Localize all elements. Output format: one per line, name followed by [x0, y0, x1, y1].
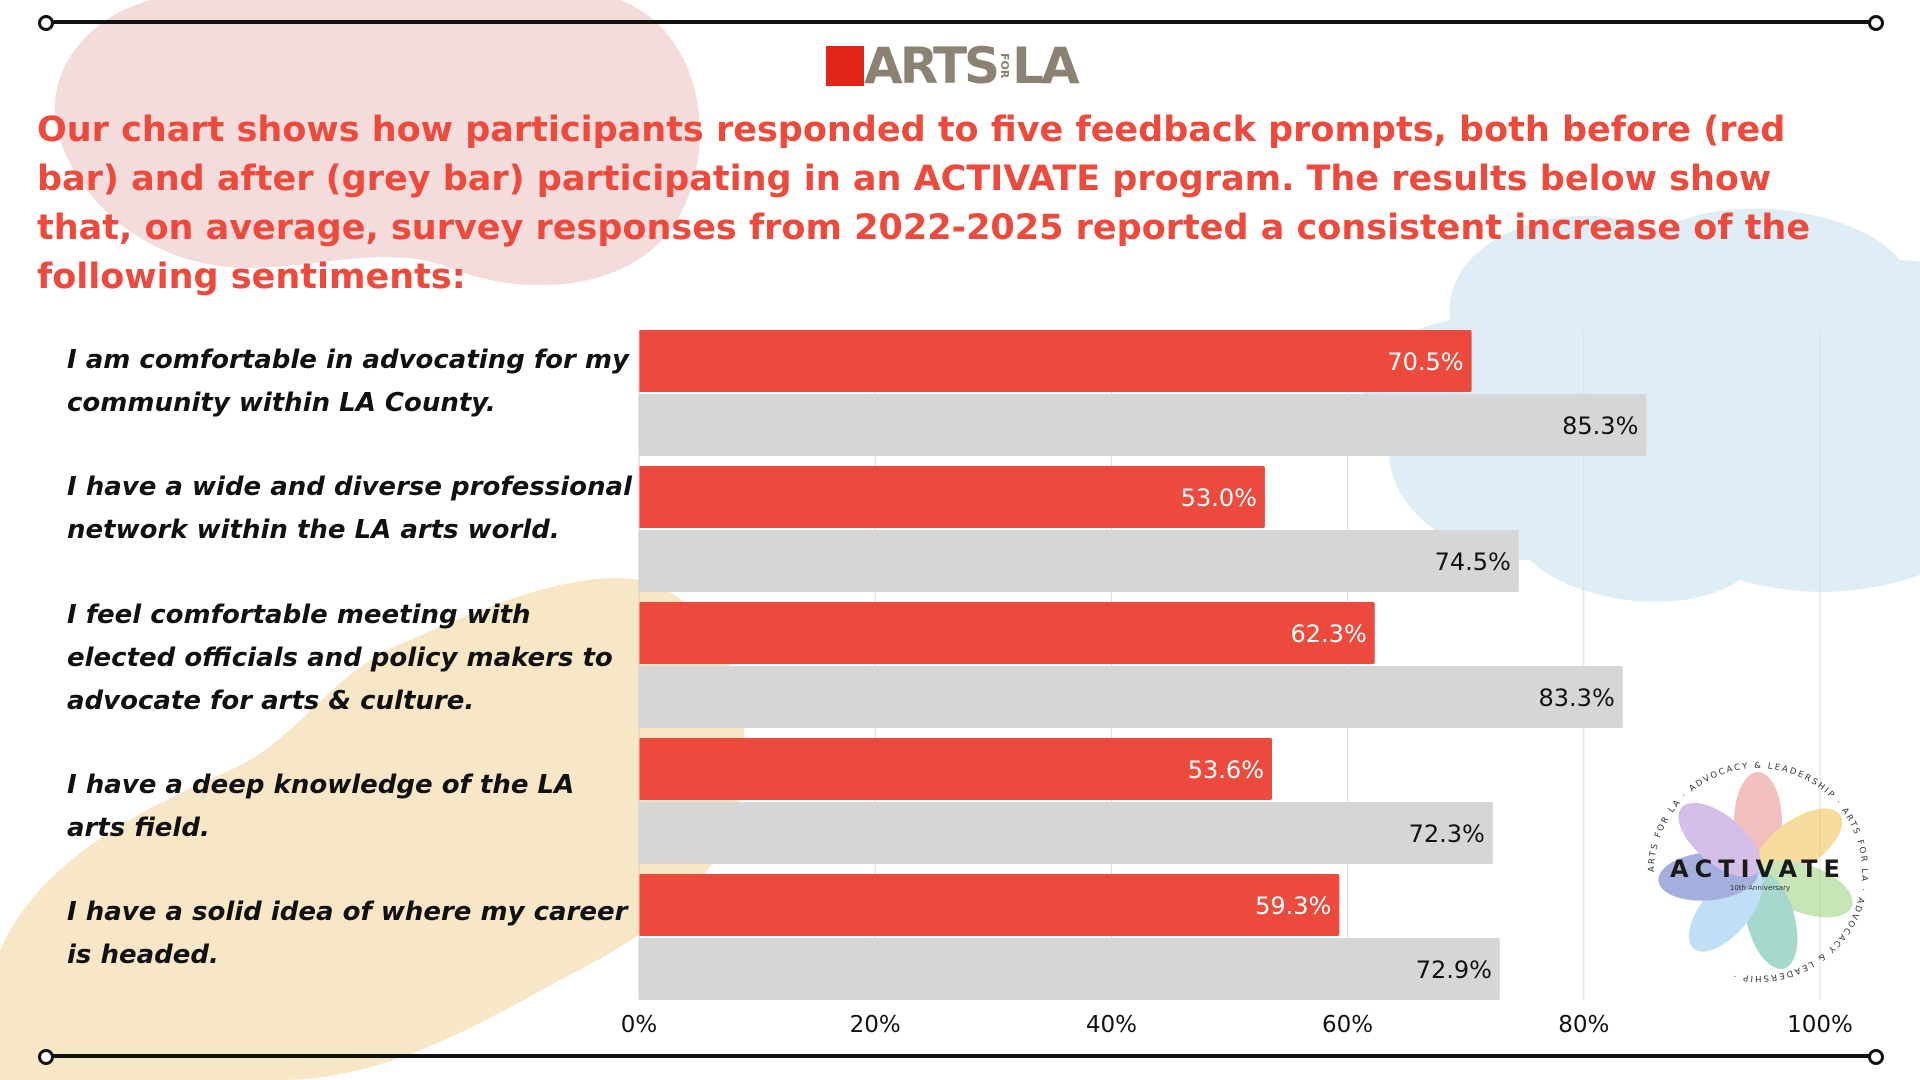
intro-text: Our chart shows how participants respond…	[37, 110, 1811, 297]
before-bar	[639, 330, 1472, 392]
after-bar	[639, 394, 1647, 456]
pink-blob	[54, 0, 701, 286]
after-bar	[639, 666, 1623, 728]
logo-for: FOR	[998, 53, 1012, 79]
x-tick-label: 80%	[1558, 1012, 1609, 1038]
x-tick-label: 60%	[1322, 1012, 1373, 1038]
prompt-label-2: I have a wide and diverse professional n…	[67, 472, 632, 545]
prompt-label-1: I am comfortable in advocating for my co…	[67, 345, 629, 418]
x-tick-label: 0%	[621, 1012, 658, 1038]
bottom-rule	[44, 1054, 1876, 1058]
activate-badge: ARTS FOR LA · ADVOCACY & LEADERSHIP · AR…	[1647, 761, 1867, 983]
bar-value-label: 85.3%	[1562, 412, 1638, 440]
badge-subtitle: 10th Anniversary	[1730, 884, 1790, 892]
x-tick-label: 40%	[1086, 1012, 1137, 1038]
bar-value-label: 72.9%	[1416, 956, 1492, 984]
before-bar	[639, 738, 1273, 800]
before-bar	[639, 466, 1265, 528]
bar-value-label: 70.5%	[1387, 348, 1463, 376]
prompt-label-5: I have a solid idea of where my career i…	[67, 897, 628, 970]
bar-value-label: 53.6%	[1188, 756, 1264, 784]
bottom-right-dot	[1868, 1049, 1884, 1065]
bottom-left-dot	[38, 1049, 54, 1065]
bar-value-label: 53.0%	[1181, 484, 1257, 512]
before-bar	[639, 602, 1375, 664]
logo-la: LA	[1012, 37, 1080, 95]
bar-value-label: 74.5%	[1435, 548, 1511, 576]
logo-arts: ARTS	[864, 37, 1000, 95]
after-bar	[639, 530, 1519, 592]
bar-value-label: 59.3%	[1255, 892, 1331, 920]
after-bar	[639, 938, 1500, 1000]
bar-value-label: 72.3%	[1409, 820, 1485, 848]
badge-title: ACTIVATE	[1670, 855, 1846, 883]
prompt-label-4: I have a deep knowledge of the LA arts f…	[67, 770, 575, 843]
top-right-dot	[1868, 15, 1884, 31]
top-left-dot	[38, 15, 54, 31]
x-tick-label: 20%	[850, 1012, 901, 1038]
after-bar	[639, 802, 1493, 864]
bar-value-label: 62.3%	[1291, 620, 1367, 648]
before-bar	[639, 874, 1340, 936]
arts-for-la-logo: ARTS FOR LA	[826, 37, 1080, 95]
flower-icon	[1658, 772, 1853, 969]
yellow-blob	[0, 578, 746, 1080]
logo-square-icon	[826, 46, 864, 86]
bar-value-label: 83.3%	[1539, 684, 1615, 712]
top-rule	[44, 20, 1876, 24]
x-tick-label: 100%	[1787, 1012, 1853, 1038]
prompt-label-3: I feel comfortable meeting with elected …	[67, 600, 613, 716]
